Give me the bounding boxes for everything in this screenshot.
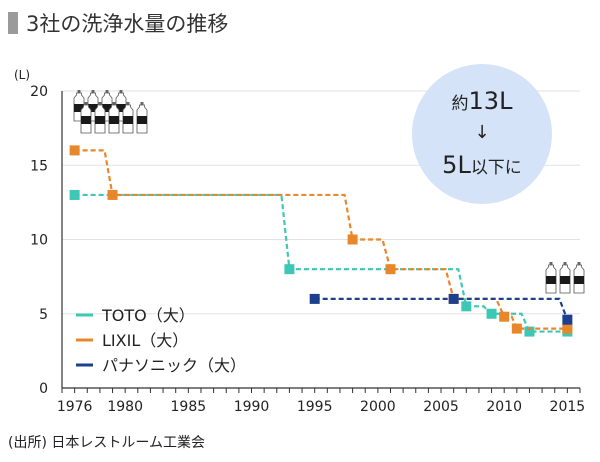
series-2-point-0 <box>309 293 320 304</box>
y-tick-label: 20 <box>30 84 48 100</box>
series-0-point-1 <box>284 264 295 275</box>
series-1-point-7 <box>562 323 573 334</box>
y-tick-label: 10 <box>30 233 48 249</box>
callout-line-1-value: 13L <box>469 87 514 115</box>
legend-label-0: TOTO（大） <box>101 306 195 325</box>
series-1-point-5 <box>499 311 510 322</box>
series-2-point-1 <box>448 293 459 304</box>
callout-circle <box>412 64 552 204</box>
series-0-point-3 <box>486 308 497 319</box>
x-tick-label: 2015 <box>550 399 586 415</box>
series-0-point-0 <box>69 189 80 200</box>
legend-label-1: LIXIL（大） <box>102 331 188 350</box>
callout-line-2-suffix: 以下に <box>471 158 522 178</box>
x-tick-label: 2010 <box>486 399 522 415</box>
x-tick-label: 1976 <box>57 399 93 415</box>
x-tick-label: 1985 <box>171 399 207 415</box>
x-tick-label: 2005 <box>423 399 459 415</box>
callout-line-2-value: 5L <box>442 151 471 179</box>
series-1-point-3 <box>385 264 396 275</box>
x-tick-label: 1980 <box>107 399 143 415</box>
series-1-point-6 <box>511 323 522 334</box>
bottles-4-icon <box>545 261 585 294</box>
y-axis-label: (L) <box>14 68 30 82</box>
callout-line-1: 約13L <box>452 87 514 115</box>
title-marker <box>8 12 18 34</box>
bottles-13-icon <box>73 89 148 134</box>
series-0-point-4 <box>524 326 535 337</box>
series-2-point-2 <box>562 314 573 325</box>
series-1-point-0 <box>69 145 80 156</box>
series-1-point-1 <box>107 189 118 200</box>
x-tick-label: 1990 <box>234 399 270 415</box>
series-1-point-2 <box>347 234 358 245</box>
chart-title: 3社の洗浄水量の推移 <box>26 12 229 36</box>
series-line-2 <box>314 297 569 321</box>
legend: TOTO（大） LIXIL（大） パナソニック（大） <box>76 306 246 375</box>
legend-label-2: パナソニック（大） <box>102 356 246 375</box>
source-note: (出所) 日本レストルーム工業会 <box>8 435 205 451</box>
callout-line-1-prefix: 約 <box>452 94 469 114</box>
y-tick-label: 5 <box>39 307 48 323</box>
x-tick-label: 2000 <box>360 399 396 415</box>
callout-line-2: 5L以下に <box>442 151 522 179</box>
x-tick-label: 1995 <box>297 399 333 415</box>
y-tick-label: 0 <box>39 381 48 397</box>
callout: 約13L ↓ 5L以下に <box>412 64 552 204</box>
series-0-point-2 <box>461 301 472 312</box>
callout-arrow: ↓ <box>474 122 489 143</box>
y-tick-label: 15 <box>30 158 48 174</box>
series-line-0 <box>74 193 568 333</box>
